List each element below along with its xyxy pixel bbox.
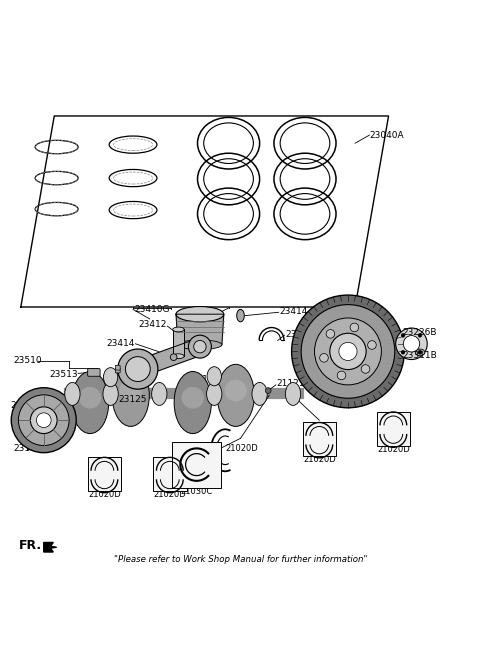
Ellipse shape: [174, 371, 211, 434]
Circle shape: [11, 388, 76, 453]
Circle shape: [326, 330, 335, 338]
Text: 23510: 23510: [13, 357, 42, 365]
Circle shape: [418, 350, 422, 354]
Circle shape: [292, 295, 404, 408]
Text: "Please refer to Work Shop Manual for further information": "Please refer to Work Shop Manual for fu…: [114, 555, 367, 564]
Circle shape: [396, 328, 427, 359]
Text: 23124B: 23124B: [10, 401, 45, 411]
Circle shape: [401, 350, 405, 354]
Text: 23040A: 23040A: [370, 131, 404, 139]
Text: 21020D: 21020D: [377, 445, 410, 454]
FancyBboxPatch shape: [115, 368, 120, 373]
Ellipse shape: [176, 307, 224, 322]
FancyBboxPatch shape: [115, 365, 120, 370]
Text: 23125: 23125: [119, 395, 147, 403]
Circle shape: [330, 333, 366, 370]
Circle shape: [125, 357, 150, 382]
FancyBboxPatch shape: [88, 369, 100, 376]
Ellipse shape: [286, 382, 300, 405]
Circle shape: [320, 353, 328, 362]
Circle shape: [36, 413, 51, 428]
Bar: [153, 457, 187, 491]
Text: 23311B: 23311B: [402, 351, 437, 360]
Text: 23200A: 23200A: [327, 328, 362, 337]
Ellipse shape: [65, 382, 80, 405]
Ellipse shape: [173, 354, 184, 359]
Circle shape: [265, 388, 271, 394]
Text: 21020D: 21020D: [88, 490, 121, 499]
Bar: [302, 422, 336, 457]
Circle shape: [403, 336, 420, 352]
Text: 21030C: 21030C: [180, 487, 213, 496]
Bar: [172, 442, 221, 487]
Circle shape: [30, 407, 57, 434]
Circle shape: [18, 395, 69, 445]
Text: 23127B: 23127B: [13, 444, 48, 453]
Ellipse shape: [173, 327, 184, 332]
Ellipse shape: [103, 382, 118, 405]
Circle shape: [368, 341, 376, 350]
Polygon shape: [135, 338, 203, 377]
Text: 21020D: 21020D: [225, 444, 258, 453]
Ellipse shape: [206, 382, 222, 405]
Text: 23226B: 23226B: [402, 328, 437, 337]
Text: 23412: 23412: [138, 320, 167, 329]
Circle shape: [301, 305, 395, 398]
Polygon shape: [44, 543, 57, 552]
Text: 21121A: 21121A: [276, 379, 311, 388]
Circle shape: [118, 349, 158, 389]
Bar: [377, 411, 410, 446]
Circle shape: [401, 333, 405, 337]
Ellipse shape: [72, 371, 108, 434]
Ellipse shape: [181, 387, 204, 409]
Ellipse shape: [207, 367, 221, 386]
Text: 23414: 23414: [106, 339, 134, 348]
Text: 23513: 23513: [49, 370, 78, 379]
Text: 23060B: 23060B: [286, 330, 320, 339]
Bar: [88, 457, 121, 491]
Ellipse shape: [415, 349, 425, 355]
Ellipse shape: [104, 368, 118, 387]
Ellipse shape: [21, 435, 36, 447]
Circle shape: [418, 333, 422, 337]
Circle shape: [339, 342, 357, 361]
Circle shape: [350, 323, 359, 332]
Text: 21020D: 21020D: [303, 455, 336, 464]
Circle shape: [337, 371, 346, 380]
Circle shape: [314, 318, 382, 385]
Circle shape: [194, 340, 206, 353]
Bar: [173, 329, 184, 356]
Text: FR.: FR.: [18, 539, 42, 552]
Ellipse shape: [237, 309, 244, 322]
Text: 23414: 23414: [280, 307, 308, 316]
Ellipse shape: [120, 380, 142, 401]
Circle shape: [361, 365, 370, 373]
Ellipse shape: [252, 382, 267, 405]
Ellipse shape: [112, 365, 149, 426]
Polygon shape: [176, 314, 224, 345]
Circle shape: [170, 354, 177, 361]
Circle shape: [189, 335, 211, 358]
Ellipse shape: [225, 380, 247, 401]
Ellipse shape: [152, 382, 167, 405]
Ellipse shape: [217, 365, 254, 426]
Text: 23111: 23111: [186, 375, 214, 384]
Ellipse shape: [178, 340, 222, 350]
Text: 23410G: 23410G: [134, 305, 170, 314]
Text: 21020D: 21020D: [154, 490, 186, 499]
Ellipse shape: [79, 387, 101, 409]
